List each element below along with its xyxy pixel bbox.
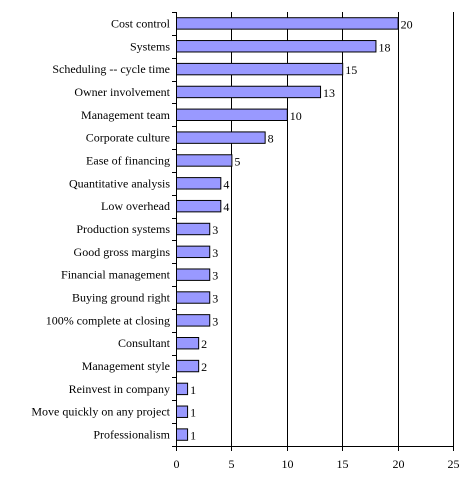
bar-3 xyxy=(176,85,322,99)
bar-10 xyxy=(176,245,211,259)
bar-1 xyxy=(176,40,377,53)
bar-5 xyxy=(176,131,266,144)
category-label-2: Scheduling -- cycle time xyxy=(52,62,170,76)
category-label-13: 100% complete at closing xyxy=(46,313,170,327)
x-tick-label-0: 0 xyxy=(174,457,180,471)
bar-7 xyxy=(176,177,222,190)
category-label-1: Systems xyxy=(130,39,170,53)
value-label-15: 2 xyxy=(201,360,207,374)
x-tick-label-20: 20 xyxy=(393,457,405,471)
x-tick-label-15: 15 xyxy=(337,457,349,471)
bar-16 xyxy=(176,382,189,396)
category-label-11: Financial management xyxy=(61,268,171,282)
axes xyxy=(172,12,454,451)
bar-8 xyxy=(176,199,222,213)
x-tick-label-25: 25 xyxy=(448,457,460,471)
category-label-9: Production systems xyxy=(76,222,170,236)
category-label-14: Consultant xyxy=(118,336,171,350)
category-label-15: Management style xyxy=(82,359,170,373)
value-label-14: 2 xyxy=(201,337,207,351)
bar-18 xyxy=(176,428,189,441)
bar-4 xyxy=(176,108,288,122)
category-label-4: Management team xyxy=(81,108,171,122)
bar-2 xyxy=(176,62,344,76)
x-tick-label-5: 5 xyxy=(229,457,235,471)
bar-13 xyxy=(176,314,211,327)
category-label-5: Corporate culture xyxy=(86,131,170,145)
category-label-0: Cost control xyxy=(111,16,171,30)
value-label-1: 18 xyxy=(378,40,390,54)
value-label-6: 5 xyxy=(234,154,240,168)
bar-0 xyxy=(176,17,399,30)
value-label-12: 3 xyxy=(212,292,218,306)
bar-15 xyxy=(176,359,200,373)
category-label-7: Quantitative analysis xyxy=(69,176,170,190)
category-label-18: Professionalism xyxy=(93,428,170,442)
bar-14 xyxy=(176,337,200,350)
value-label-11: 3 xyxy=(212,269,218,283)
category-label-12: Buying ground right xyxy=(72,291,171,305)
category-label-3: Owner involvement xyxy=(74,85,170,99)
value-label-17: 1 xyxy=(190,406,196,420)
value-label-5: 8 xyxy=(268,132,274,146)
value-label-2: 15 xyxy=(345,63,357,77)
value-label-3: 13 xyxy=(323,86,335,100)
x-tick-label-10: 10 xyxy=(282,457,294,471)
bar-12 xyxy=(176,291,211,304)
bar-17 xyxy=(176,405,189,418)
bar-6 xyxy=(176,154,233,167)
category-label-8: Low overhead xyxy=(101,199,170,213)
value-label-0: 20 xyxy=(401,17,413,31)
bars xyxy=(176,17,399,441)
value-label-8: 4 xyxy=(223,200,229,214)
category-label-17: Move quickly on any project xyxy=(31,405,170,419)
category-label-6: Ease of financing xyxy=(86,153,170,167)
value-label-16: 1 xyxy=(190,383,196,397)
bar-11 xyxy=(176,268,211,281)
value-label-4: 10 xyxy=(290,109,302,123)
category-label-10: Good gross margins xyxy=(74,245,171,259)
gridlines xyxy=(231,12,454,446)
category-label-16: Reinvest in company xyxy=(69,382,170,396)
value-label-10: 3 xyxy=(212,246,218,260)
value-label-7: 4 xyxy=(223,177,229,191)
value-label-18: 1 xyxy=(190,429,196,443)
bar-9 xyxy=(176,222,211,236)
value-label-9: 3 xyxy=(212,223,218,237)
value-label-13: 3 xyxy=(212,314,218,328)
